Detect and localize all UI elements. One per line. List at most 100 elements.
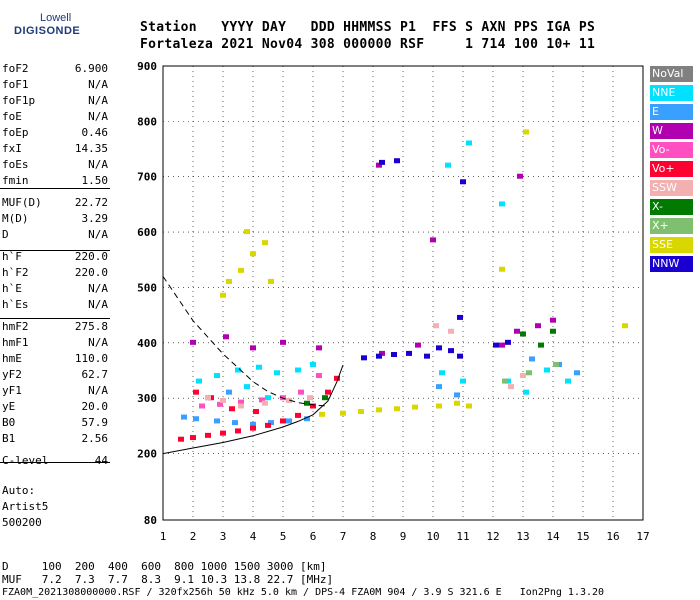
logo-line1: Lowell	[40, 12, 72, 24]
param-value: N/A	[88, 336, 108, 349]
param-value: 57.9	[81, 416, 109, 429]
data-point-x-	[502, 378, 508, 384]
x-tick-label: 3	[220, 530, 227, 543]
data-point-vo-	[220, 430, 226, 436]
data-point-w	[190, 339, 196, 345]
param-name: M(D)	[2, 212, 29, 225]
data-point-nnw	[457, 314, 463, 320]
data-point-sse	[394, 406, 400, 412]
data-point-sse	[238, 267, 244, 273]
x-tick-label: 14	[546, 530, 560, 543]
data-point-x-	[322, 395, 328, 401]
distance-row: D 100 200 400 600 800 1000 1500 3000 [km…	[2, 560, 327, 573]
legend-item: SSE	[650, 237, 693, 253]
data-point-nnw	[361, 355, 367, 361]
legend-item: NoVal	[650, 66, 693, 82]
y-tick-label: 80	[144, 514, 157, 527]
data-point-e	[268, 420, 274, 426]
legend-item: Vo-	[650, 142, 693, 158]
data-point-ssw	[286, 397, 292, 403]
data-point-vo-	[295, 412, 301, 418]
data-point-w	[250, 345, 256, 351]
data-point-ssw	[205, 395, 211, 401]
data-point-sse	[376, 407, 382, 413]
data-point-sse	[340, 410, 346, 416]
param-value: 22.72	[74, 196, 108, 209]
param-value: N/A	[88, 282, 108, 295]
panel-separator	[0, 318, 110, 319]
data-point-ssw	[448, 328, 454, 334]
data-point-nne	[295, 367, 301, 373]
data-point-nnw	[493, 342, 499, 348]
data-point-x-	[538, 342, 544, 348]
data-point-vo-	[253, 409, 259, 415]
data-point-vo-	[205, 432, 211, 438]
param-name: h`E	[2, 282, 22, 295]
ionogram-chart: 1 2 3 4 5 6 7 8 9 10 11 12 13 14 15 16 17802003004005006…	[137, 60, 650, 543]
data-point-ssw	[433, 323, 439, 329]
param-name: D	[2, 228, 9, 241]
header-line2: Fortaleza 2021 Nov04 308 000000 RSF 1 71…	[140, 37, 596, 52]
data-point-sse	[250, 251, 256, 257]
param-value: 110.0	[74, 352, 108, 365]
data-point-e	[454, 392, 460, 398]
data-point-nnw	[391, 352, 397, 358]
data-point-e	[529, 356, 535, 362]
x-tick-label: 4	[250, 530, 257, 543]
param-name: foF1	[2, 78, 29, 91]
param-value: 14.35	[74, 142, 108, 155]
data-point-x-	[520, 331, 526, 337]
data-point-w	[550, 317, 556, 323]
legend-item: X+	[650, 218, 693, 234]
data-point-sse	[244, 229, 250, 235]
x-tick-label: 15	[576, 530, 589, 543]
param-value: 220.0	[74, 250, 108, 263]
y-tick-label: 900	[137, 60, 157, 73]
data-point-sse	[262, 240, 268, 246]
x-tick-label: 10	[426, 530, 439, 543]
data-point-sse	[220, 292, 226, 298]
data-point-ssw	[307, 395, 313, 401]
data-point-x-	[526, 370, 532, 376]
param-name: h`F	[2, 250, 22, 263]
y-tick-label: 500	[137, 281, 157, 294]
param-name: fmin	[2, 174, 29, 187]
data-point-vo-	[235, 428, 241, 434]
data-point-sse	[268, 278, 274, 284]
param-value: 275.8	[74, 320, 108, 333]
data-point-vo-	[178, 436, 184, 442]
data-point-w	[376, 162, 382, 168]
data-point-w	[415, 342, 421, 348]
x-tick-label: 13	[516, 530, 529, 543]
param-name: yF2	[2, 368, 22, 381]
data-point-e	[436, 384, 442, 390]
param-name: fxI	[2, 142, 22, 155]
legend-item: NNE	[650, 85, 693, 101]
data-point-nne	[265, 395, 271, 401]
x-tick-label: 8	[370, 530, 377, 543]
data-point-nne	[214, 373, 220, 379]
data-point-e	[286, 418, 292, 424]
data-point-nnw	[379, 159, 385, 165]
auto-artist: Artist5	[2, 500, 49, 513]
data-point-e	[232, 420, 238, 426]
file-info-row: FZA0M_2021308000000.RSF / 320fx256h 50 k…	[2, 587, 605, 598]
data-point-nnw	[376, 353, 382, 359]
header-line1: Station YYYY DAY DDD HHMMSS P1 FFS S AXN…	[140, 20, 596, 35]
data-point-e	[214, 418, 220, 424]
param-name: B0	[2, 416, 16, 429]
data-point-vo-	[334, 375, 340, 381]
data-point-nne	[445, 162, 451, 168]
data-point-sse	[622, 323, 628, 329]
legend-item: E	[650, 104, 693, 120]
data-point-e	[250, 421, 256, 427]
param-value: 2.56	[81, 432, 109, 445]
data-point-sse	[499, 266, 505, 272]
data-point-vo-	[199, 403, 205, 409]
data-point-x-	[553, 361, 559, 367]
data-point-nne	[256, 364, 262, 370]
data-point-nne	[235, 367, 241, 373]
param-name: h`F2	[2, 266, 29, 279]
param-value: 44	[94, 454, 108, 467]
data-point-nnw	[505, 339, 511, 345]
